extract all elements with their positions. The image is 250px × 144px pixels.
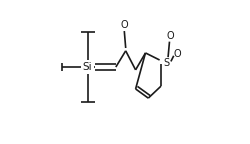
Text: Si: Si	[83, 62, 92, 72]
Text: O: O	[174, 49, 181, 59]
Text: S: S	[163, 58, 169, 68]
Text: O: O	[166, 31, 174, 41]
Text: O: O	[120, 20, 128, 30]
